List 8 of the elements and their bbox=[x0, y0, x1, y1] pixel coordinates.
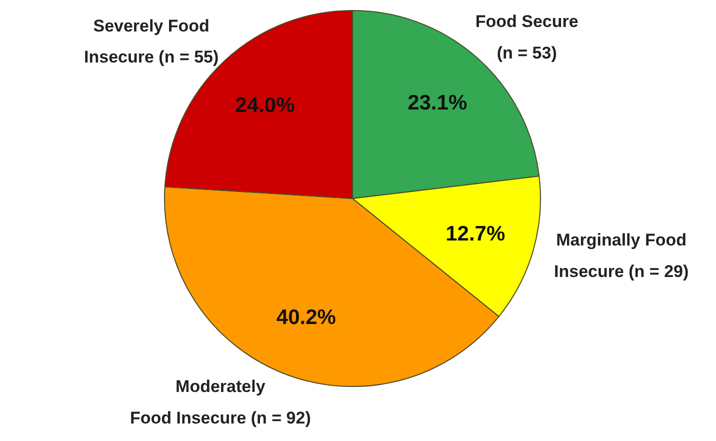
slice-label: Marginally Food Insecure (n = 29) bbox=[554, 230, 689, 281]
data-label: 24.0% bbox=[235, 94, 296, 117]
slice-label: Moderately Food Insecure (n = 92) bbox=[130, 377, 311, 428]
data-label: 12.7% bbox=[446, 222, 506, 246]
data-label: 40.2% bbox=[276, 306, 336, 330]
slice-label: Severely Food Insecure (n = 55) bbox=[84, 16, 219, 67]
data-label: 23.1% bbox=[408, 91, 468, 114]
slice-label: Food Secure (n = 53) bbox=[475, 12, 578, 62]
